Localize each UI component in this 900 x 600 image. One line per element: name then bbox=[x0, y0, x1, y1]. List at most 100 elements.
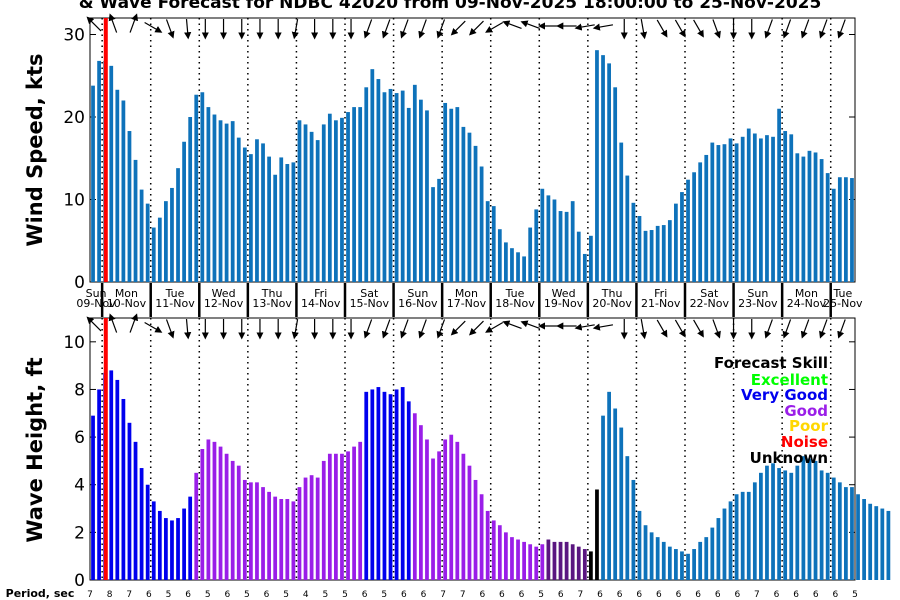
period-value: 6 bbox=[793, 590, 799, 600]
wind-bar bbox=[765, 135, 769, 282]
wave-bar bbox=[497, 525, 502, 580]
day-label: Sat bbox=[700, 287, 719, 300]
wind-bar bbox=[212, 114, 217, 282]
wind-bar bbox=[109, 65, 114, 282]
wave-bar bbox=[813, 460, 818, 580]
wave-bar bbox=[491, 520, 496, 580]
day-label: Mon bbox=[115, 287, 138, 300]
wave-bar bbox=[589, 551, 593, 580]
wave-bar bbox=[880, 508, 885, 580]
wave-bar bbox=[619, 427, 624, 580]
wave-bar bbox=[364, 391, 369, 580]
wave-panel: 0 2 4 6 8 10 7 8 7 6 5 6 5 6 5 6 5 4 5 5 6 5 6 6 7 7 6 6 6 5 6 7 6 6 6 6 6 6 6… bbox=[63, 313, 891, 600]
wind-bar bbox=[558, 211, 563, 282]
period-value: 6 bbox=[833, 590, 839, 600]
period-value: 6 bbox=[813, 590, 819, 600]
direction-arrow bbox=[837, 319, 846, 339]
wind-bar bbox=[643, 230, 648, 282]
day-label: Thu bbox=[601, 287, 623, 300]
date-label: 23-Nov bbox=[738, 297, 778, 310]
wind-bar bbox=[194, 94, 199, 282]
wind-bar bbox=[431, 187, 435, 283]
wind-frame bbox=[89, 17, 856, 283]
period-value: 5 bbox=[323, 590, 329, 600]
wind-bar bbox=[801, 156, 806, 282]
wave-bar bbox=[831, 477, 836, 580]
wind-bar bbox=[740, 136, 745, 282]
period-value: 5 bbox=[538, 590, 544, 600]
wind-bar bbox=[625, 175, 630, 282]
day-label: Tue bbox=[505, 287, 525, 300]
wind-bar bbox=[710, 142, 715, 282]
direction-arrow bbox=[108, 13, 118, 33]
wave-bar bbox=[667, 546, 672, 580]
wind-bar bbox=[139, 189, 144, 282]
wind-bar bbox=[249, 154, 253, 283]
day-label: Fri bbox=[314, 287, 327, 300]
period-value: 5 bbox=[205, 590, 211, 600]
wave-bar bbox=[121, 398, 126, 580]
direction-arrow bbox=[363, 19, 373, 39]
direction-arrow bbox=[436, 319, 446, 339]
direction-arrow bbox=[418, 19, 427, 39]
direction-arrow bbox=[436, 19, 446, 39]
wave-bar bbox=[437, 451, 441, 580]
date-label: 25-Nov bbox=[823, 297, 863, 310]
wave-bar bbox=[564, 541, 569, 580]
chart-title: & Wave Forecast for NDBC 42020 from 09-N… bbox=[79, 0, 822, 13]
wind-bar bbox=[825, 173, 830, 282]
wave-bar bbox=[315, 477, 320, 580]
wave-bar bbox=[425, 439, 429, 580]
wind-bar bbox=[601, 55, 605, 283]
wave-bar bbox=[188, 496, 193, 580]
direction-arrow bbox=[144, 21, 163, 33]
wind-bar bbox=[340, 117, 344, 282]
wind-bar bbox=[850, 178, 854, 282]
wave-bar bbox=[309, 475, 314, 580]
wave-bar bbox=[242, 479, 247, 580]
wave-bar bbox=[273, 496, 278, 580]
direction-arrow bbox=[502, 320, 522, 329]
wave-bar bbox=[249, 482, 253, 580]
wind-bar bbox=[807, 150, 812, 282]
wave-bar bbox=[431, 458, 435, 580]
direction-arrow bbox=[674, 19, 686, 38]
legend-very-good: Very Good bbox=[741, 386, 828, 404]
date-label: 18-Nov bbox=[495, 297, 535, 310]
y-tick-label: 10 bbox=[63, 333, 85, 353]
wind-bar bbox=[437, 178, 441, 283]
wind-bar bbox=[261, 143, 265, 282]
day-label: Wed bbox=[552, 287, 576, 300]
wind-bar bbox=[164, 201, 168, 282]
direction-arrow bbox=[693, 19, 704, 38]
direction-arrow bbox=[800, 319, 810, 339]
wind-bar bbox=[777, 108, 781, 282]
wind-ylabel: Wind Speed, kts bbox=[23, 53, 47, 246]
direction-arrow bbox=[574, 323, 595, 331]
period-label: Period, sec bbox=[6, 587, 75, 600]
wind-bar bbox=[595, 50, 599, 282]
wave-bar bbox=[261, 487, 265, 580]
wind-bar bbox=[321, 124, 326, 282]
legend-noise: Noise bbox=[781, 433, 828, 451]
direction-arrow bbox=[363, 319, 373, 339]
wave-bar bbox=[649, 532, 654, 580]
direction-arrow bbox=[485, 21, 504, 33]
direction-arrow bbox=[674, 319, 686, 338]
wind-bar bbox=[364, 87, 369, 282]
day-label: Tue bbox=[832, 287, 852, 300]
wave-bar bbox=[825, 472, 830, 580]
date-label: 24-Nov bbox=[787, 297, 827, 310]
wave-bar bbox=[716, 518, 721, 580]
period-value: 6 bbox=[421, 590, 427, 600]
wind-bar bbox=[552, 199, 557, 282]
wind-bar bbox=[637, 216, 642, 282]
wave-bar bbox=[164, 518, 168, 580]
date-label: 10-Nov bbox=[107, 297, 147, 310]
wind-bar bbox=[394, 93, 399, 282]
period-value: 5 bbox=[852, 590, 858, 600]
wind-bar bbox=[746, 128, 751, 282]
wind-bar bbox=[831, 188, 836, 282]
direction-arrow bbox=[502, 20, 522, 29]
direction-arrow bbox=[782, 19, 792, 39]
